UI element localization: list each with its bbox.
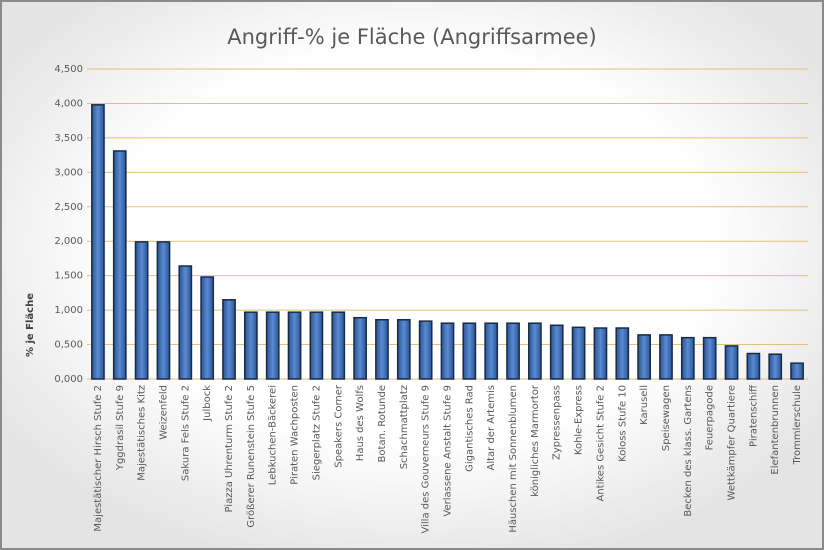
bar <box>353 316 367 380</box>
x-tick-label: Piazza Uhrenturm Stufe 2 <box>224 385 235 513</box>
bar <box>265 311 280 380</box>
x-tick-label: Antikes Gesicht Stufe 2 <box>595 385 606 502</box>
x-tick-label: Lebkuchen-Bäckerei <box>268 385 279 485</box>
chart-title: Angriff-% je Fläche (Angriffsarmee) <box>227 25 597 49</box>
y-tick-label: 0,000 <box>54 374 83 385</box>
bar <box>375 319 389 380</box>
x-tick-label: Weizenfeld <box>158 385 169 440</box>
x-tick-label: Koloss Stufe 10 <box>617 385 628 462</box>
x-tick-label: Kohle-Express <box>574 385 585 455</box>
y-axis-label: % je Fläche <box>25 293 36 357</box>
y-tick-label: 3,500 <box>54 133 83 144</box>
y-tick-label: 4,000 <box>54 98 83 109</box>
bar <box>418 320 433 380</box>
bar <box>768 353 783 380</box>
bar <box>287 311 302 380</box>
bar <box>462 322 477 380</box>
bar <box>637 334 652 380</box>
x-tick-label: Altar der Artemis <box>486 385 497 471</box>
x-tick-label: Feuerpagode <box>705 385 716 450</box>
x-tick-label: Julbock <box>202 385 213 422</box>
bar <box>615 327 630 380</box>
x-tick-label: Piraten Wachposten <box>290 385 301 485</box>
bar <box>528 322 542 380</box>
y-tick-label: 3,000 <box>54 167 83 178</box>
bar <box>484 322 499 380</box>
x-tick-label: Elefantenbrunnen <box>770 385 781 475</box>
bar <box>680 336 695 380</box>
y-tick-label: 2,500 <box>54 202 83 213</box>
x-tick-label: Zypressenpass <box>552 385 563 460</box>
bar <box>746 352 761 380</box>
bar <box>134 241 149 380</box>
bar <box>222 299 236 380</box>
x-tick-label: Karusell <box>639 385 650 425</box>
x-tick-label: königliches Marmortor <box>530 384 541 497</box>
bar <box>200 276 215 380</box>
x-tick-label: Häuschen mit Sonnenblumen <box>508 385 519 533</box>
x-tick-label: Villa des Gouverneurs Stufe 9 <box>421 385 432 534</box>
x-tick-label: Speakers Corner <box>333 384 344 468</box>
x-tick-label: Botan. Rotunde <box>377 385 388 462</box>
bar <box>571 326 586 380</box>
x-tick-label: Haus des Wolfs <box>355 385 366 461</box>
x-tick-label: Trommlerschule <box>792 385 803 466</box>
bar <box>91 104 105 380</box>
x-tick-label: Yggdrasil Stufe 9 <box>115 385 126 471</box>
x-tick-label: Wettkämpfer Quartiere <box>727 385 738 500</box>
bar <box>396 319 411 380</box>
bar <box>331 311 346 380</box>
bar <box>440 322 455 380</box>
bar <box>178 265 193 380</box>
bar <box>506 322 520 380</box>
bar <box>156 241 171 380</box>
x-tick-label: Sakura Fels Stufe 2 <box>180 385 191 481</box>
bar <box>724 345 739 380</box>
x-tick-label: Schachmattplatz <box>399 385 410 469</box>
y-tick-label: 0,500 <box>54 340 83 351</box>
x-tick-label: Piratenschiff <box>748 384 759 447</box>
bar <box>702 336 717 380</box>
x-tick-label: Majestätischer Hirsch Stufe 2 <box>93 385 104 532</box>
y-tick-label: 2,000 <box>54 236 83 247</box>
x-tick-label: Becken des klass. Gartens <box>683 385 694 517</box>
x-tick-label: Gigantisches Rad <box>464 385 475 472</box>
x-tick-label: Majestätisches Kitz <box>137 385 148 481</box>
bar <box>659 334 673 380</box>
bar <box>309 311 324 380</box>
y-tick-label: 1,000 <box>54 305 83 316</box>
y-tick-label: 4,500 <box>54 64 83 75</box>
x-tick-label: Siegerplatz Stufe 2 <box>311 385 322 480</box>
x-tick-label: Größerer Runenstein Stufe 5 <box>246 385 257 528</box>
x-tick-label: Speisewagen <box>661 385 672 451</box>
bar <box>243 311 258 380</box>
bar <box>790 362 804 380</box>
bar <box>549 324 564 380</box>
y-tick-label: 1,500 <box>54 271 83 282</box>
x-tick-label: Verlassene Anstalt Stufe 9 <box>443 385 454 517</box>
bar <box>593 327 608 380</box>
bar <box>112 150 127 380</box>
